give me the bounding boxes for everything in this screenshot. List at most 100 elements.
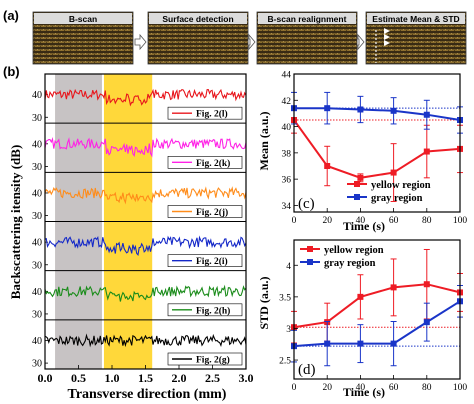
trace-line-4: [44, 235, 247, 256]
y-tick-label: 30: [32, 113, 42, 124]
trace-legend-label: Fig. 2(j): [196, 207, 228, 218]
panel-c-xlabel: Time (s): [343, 219, 385, 233]
x-tick-label: 80: [422, 383, 432, 393]
legend-marker: [307, 246, 313, 252]
x-tick-label: 0.0: [38, 371, 53, 385]
x-tick-label: 80: [422, 216, 432, 226]
data-point: [324, 340, 331, 347]
legend-label: yellow region: [324, 245, 384, 256]
data-point: [390, 107, 397, 114]
x-tick-label: 1.0: [105, 371, 120, 385]
step-label-1: B-scan: [69, 14, 97, 24]
step-label-bar-3: [258, 13, 356, 24]
x-tick-label: 1.5: [138, 371, 153, 385]
y-tick-label: 30: [32, 260, 42, 271]
trace-line-3: [44, 186, 247, 205]
panel-letter: (d): [298, 362, 316, 378]
data-point: [390, 169, 397, 176]
y-tick-label: 40: [32, 336, 42, 347]
data-point: [324, 163, 331, 169]
trace-legend-label: Fig. 2(l): [196, 109, 228, 120]
y-tick-label: 36: [282, 176, 292, 186]
x-tick-label: 20: [322, 383, 332, 393]
data-point: [357, 174, 364, 181]
data-point: [390, 284, 397, 291]
trace-line-6: [44, 333, 247, 348]
y-tick-label: 40: [32, 238, 42, 249]
y-tick-label: 30: [32, 359, 42, 370]
y-tick-label: 40: [32, 188, 42, 199]
series-line-2: [294, 107, 461, 121]
panel-d-ylabel: STD (a.u.): [257, 276, 271, 329]
x-tick-label: 40: [356, 383, 366, 393]
legend-label: gray region: [324, 258, 376, 269]
x-tick-label: 60: [389, 383, 399, 393]
trace-legend-box: [167, 254, 243, 267]
x-tick-label: 40: [356, 216, 366, 226]
chart-frame: [293, 73, 461, 213]
step-label-bar-2: [149, 13, 247, 24]
y-tick-label: 30: [32, 162, 42, 173]
data-point: [423, 319, 430, 326]
chart-frame: [293, 239, 461, 380]
panel-b-ylabel: Backscattering itensity (dB): [8, 145, 23, 300]
x-tick-label: 60: [389, 216, 399, 226]
std-vs-time-chart: 0 20 40 60 80 100 2.5 3 3.5 4 yellow region gray re…: [279, 239, 468, 393]
panel-b-xlabel: Transverse direction (mm): [68, 387, 227, 402]
y-tick-label: 40: [32, 90, 42, 101]
step-label-bar-1: [34, 13, 132, 24]
x-tick-label: 0: [292, 383, 297, 393]
series-line-1: [293, 283, 461, 329]
y-tick-label: 40: [32, 287, 42, 298]
legend-marker: [354, 194, 360, 200]
y-tick-label: 38: [282, 149, 292, 159]
y-tick-label: 3.5: [279, 293, 291, 303]
step-label-3: B-scan realignment: [268, 14, 347, 24]
data-point: [324, 105, 331, 112]
oct-processing-steps: B-scan Surface detection B-scan realignmen…: [32, 11, 467, 65]
y-tick-label: 2.5: [279, 357, 291, 367]
backscattering-traces-panel: 40 30 Fig. 2(l) 40 30 Fig. 2(k) 40 30 Fig. 2(j) 4…: [32, 73, 254, 385]
data-point: [423, 148, 430, 155]
x-tick-label: 100: [453, 383, 468, 393]
series-line-1: [293, 119, 461, 179]
data-point: [423, 111, 430, 118]
panel-letter: (c): [298, 196, 315, 212]
x-tick-label: 2.5: [205, 371, 220, 385]
y-tick-label: 3: [286, 325, 291, 335]
trace-line-2: [44, 137, 247, 158]
region-marker-arrow-icon: [384, 40, 390, 46]
trace-line-1: [44, 88, 247, 107]
trace-legend-label: Fig. 2(k): [196, 158, 230, 169]
trace-legend-box: [167, 106, 243, 120]
legend-label: gray region: [371, 193, 423, 204]
y-tick-label: 40: [282, 123, 292, 133]
x-tick-label: 100: [453, 216, 468, 226]
trace-legend-box: [167, 156, 243, 169]
mean-vs-time-chart: 0 20 40 60 80 100 34 36 38 40 42 44 yellow region gra…: [282, 71, 468, 227]
y-tick-label: 34: [282, 202, 292, 212]
data-point: [423, 281, 430, 288]
panel-a-letter: (a): [3, 8, 19, 23]
legend-marker: [354, 181, 360, 187]
step-arrow-icon: [248, 33, 256, 51]
y-tick-label: 30: [32, 309, 42, 320]
trace-legend-label: Fig. 2(g): [196, 355, 230, 366]
series-line-2: [293, 300, 461, 348]
region-marker-arrow-icon: [384, 34, 390, 40]
region-marker-arrow-icon: [384, 28, 390, 34]
x-tick-label: 0: [292, 216, 297, 226]
data-point: [390, 340, 397, 347]
y-tick-label: 44: [282, 71, 292, 81]
step-arrow-icon: [357, 33, 365, 51]
step-arrow-icon: [134, 33, 147, 51]
y-tick-label: 42: [282, 97, 292, 107]
step-label-4: Estimate Mean & STD: [372, 14, 459, 24]
trace-legend-box: [167, 205, 243, 218]
x-tick-label: 20: [322, 216, 332, 226]
step-label-2: Surface detection: [162, 14, 233, 24]
trace-legend-label: Fig. 2(h): [196, 305, 230, 316]
y-tick-label: 40: [32, 139, 42, 150]
x-tick-label: 3.0: [239, 371, 254, 385]
